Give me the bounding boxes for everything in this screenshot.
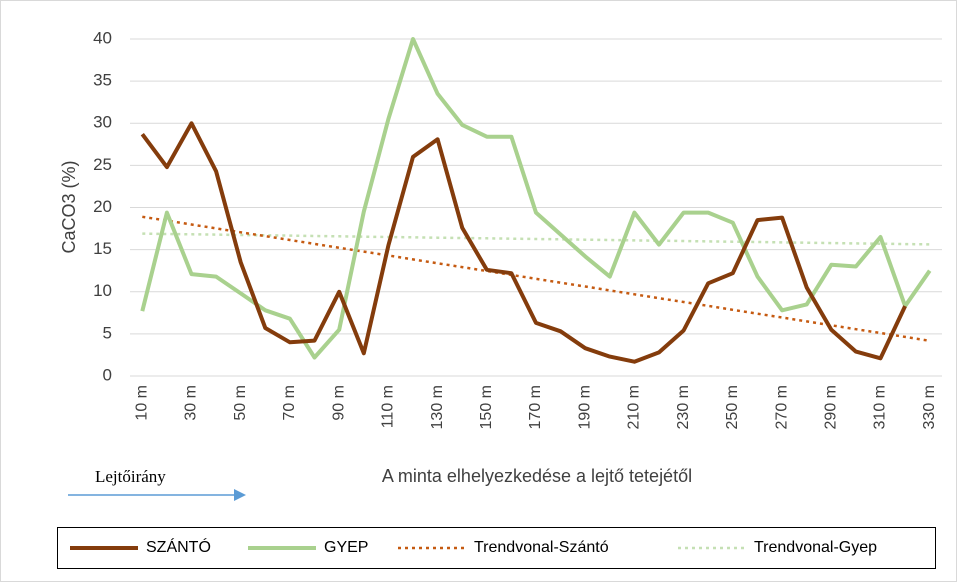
- legend-label: Trendvonal-Gyep: [754, 539, 877, 556]
- line-series: [140, 121, 907, 364]
- y-tick-label: 15: [93, 239, 112, 258]
- y-tick-label: 35: [93, 71, 112, 90]
- legend-label: GYEP: [324, 539, 368, 556]
- legend-label: SZÁNTÓ: [146, 537, 211, 556]
- y-tick-label: 25: [93, 155, 112, 174]
- line-series: [142, 232, 930, 246]
- y-tick-label: 30: [93, 113, 112, 132]
- x-tick-label: 210 m: [626, 385, 643, 429]
- y-tick-label: 20: [93, 197, 112, 216]
- y-tick-label: 5: [103, 323, 112, 342]
- x-tick-label: 70 m: [281, 385, 298, 421]
- legend-box: [57, 527, 936, 569]
- x-tick-label: 270 m: [773, 385, 790, 429]
- annotation: Lejtőirány: [95, 467, 166, 486]
- x-axis-title: A minta elhelyezkedése a lejtő tetejétől: [382, 466, 692, 486]
- x-tick-label: 290 m: [822, 385, 839, 429]
- x-tick-label: 190 m: [576, 385, 593, 429]
- y-tick-label: 0: [103, 365, 112, 384]
- x-tick-label: 310 m: [872, 385, 889, 429]
- x-tick-label: 170 m: [527, 385, 544, 429]
- x-tick-label: 230 m: [675, 385, 692, 429]
- x-tick-label: 50 m: [232, 385, 249, 421]
- x-tick-label: 30 m: [183, 385, 200, 421]
- x-tick-label: 90 m: [330, 385, 347, 421]
- x-tick-label: 110 m: [380, 385, 397, 428]
- y-tick-label: 40: [93, 28, 112, 47]
- y-axis-title: CaCO3 (%): [59, 160, 79, 253]
- x-tick-label: 10 m: [134, 385, 151, 421]
- x-tick-label: 250 m: [724, 385, 741, 429]
- x-tick-label: 150 m: [478, 385, 495, 429]
- legend-label: Trendvonal-Szántó: [474, 539, 609, 556]
- line-series: [140, 37, 932, 360]
- arrow-head: [234, 489, 246, 501]
- y-tick-label: 10: [93, 281, 112, 300]
- x-tick-label: 330 m: [921, 385, 938, 429]
- x-tick-label: 130 m: [429, 385, 446, 429]
